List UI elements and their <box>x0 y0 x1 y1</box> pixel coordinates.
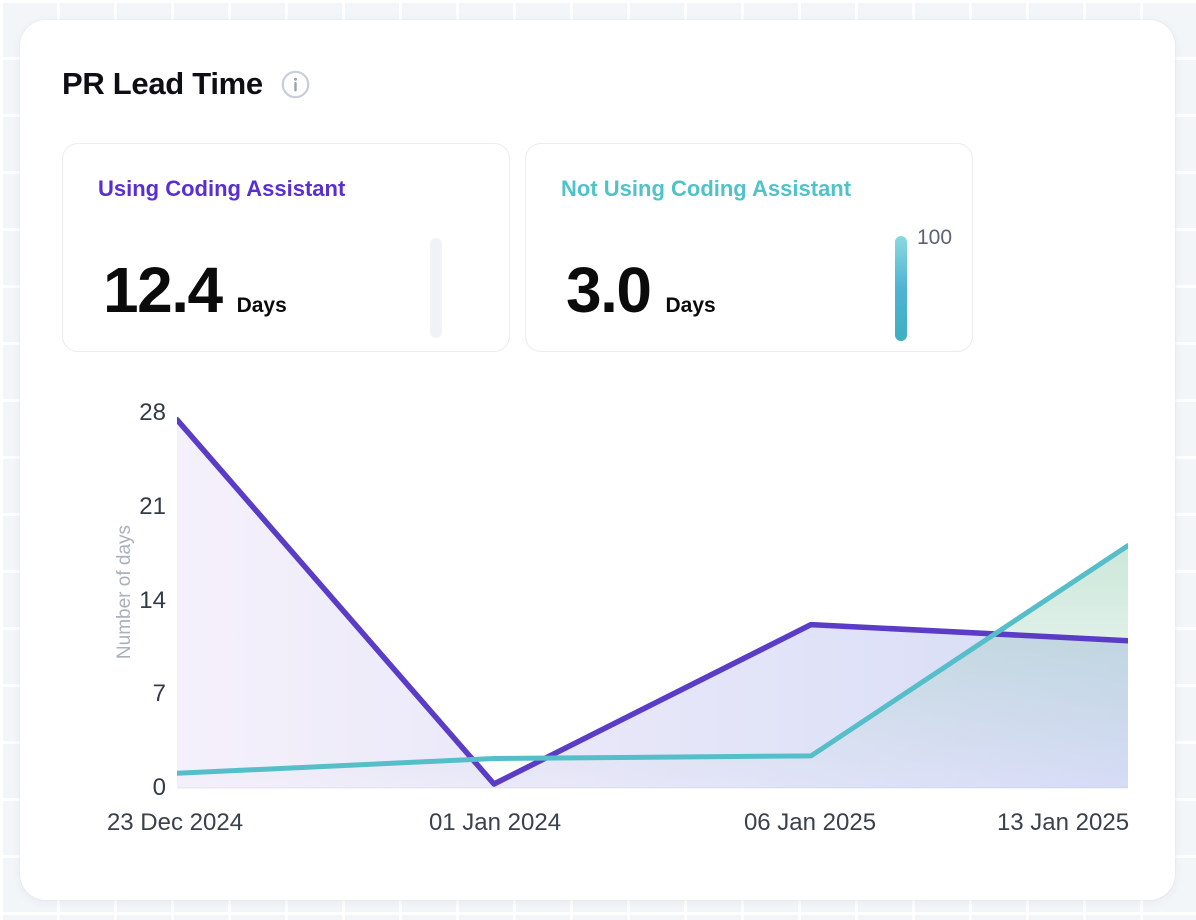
pr-lead-time-card: PR Lead Time Using Coding Assistant 12.4… <box>20 20 1175 900</box>
stat-card-not-using-coding-assistant: Not Using Coding Assistant 3.0 Days 100 <box>525 143 973 352</box>
info-icon[interactable] <box>281 70 310 99</box>
stat-mini-bar <box>430 238 442 338</box>
stat-value: 3.0 <box>566 254 652 326</box>
y-axis-tick-label: 7 <box>152 680 166 708</box>
y-axis-tick-label: 0 <box>152 774 166 801</box>
line-using-coding-assistant <box>177 416 1128 787</box>
stat-bar-value-label: 100 <box>917 226 953 249</box>
stat-unit: Days <box>236 294 287 317</box>
stat-value-row: 12.4 Days <box>103 258 287 322</box>
area-not-using-coding-assistant <box>177 545 1128 788</box>
stat-label: Not Using Coding Assistant <box>561 176 852 201</box>
x-axis-tick-label: 13 Jan 2025 <box>996 809 1130 836</box>
stat-card-using-coding-assistant: Using Coding Assistant 12.4 Days <box>62 143 510 352</box>
y-axis-tick-label: 21 <box>139 492 166 520</box>
line-not-using-coding-assistant <box>177 543 1128 776</box>
stat-mini-bar <box>895 236 907 341</box>
y-axis-tick-label: 28 <box>139 399 166 426</box>
y-axis-tick-label: 14 <box>139 586 166 614</box>
stat-label: Using Coding Assistant <box>98 176 346 201</box>
stat-value: 12.4 <box>103 254 223 326</box>
card-header: PR Lead Time <box>62 66 310 102</box>
lead-time-area-chart[interactable] <box>177 400 1128 792</box>
stat-unit: Days <box>665 294 716 317</box>
x-axis-tick-label: 06 Jan 2025 <box>743 809 877 836</box>
x-axis-tick-label: 23 Dec 2024 <box>106 809 244 836</box>
stats-row: Using Coding Assistant 12.4 Days Not Usi… <box>62 143 973 352</box>
stat-value-row: 3.0 Days <box>566 258 716 322</box>
page-title: PR Lead Time <box>62 66 263 101</box>
x-axis-tick-label: 01 Jan 2024 <box>428 809 562 836</box>
